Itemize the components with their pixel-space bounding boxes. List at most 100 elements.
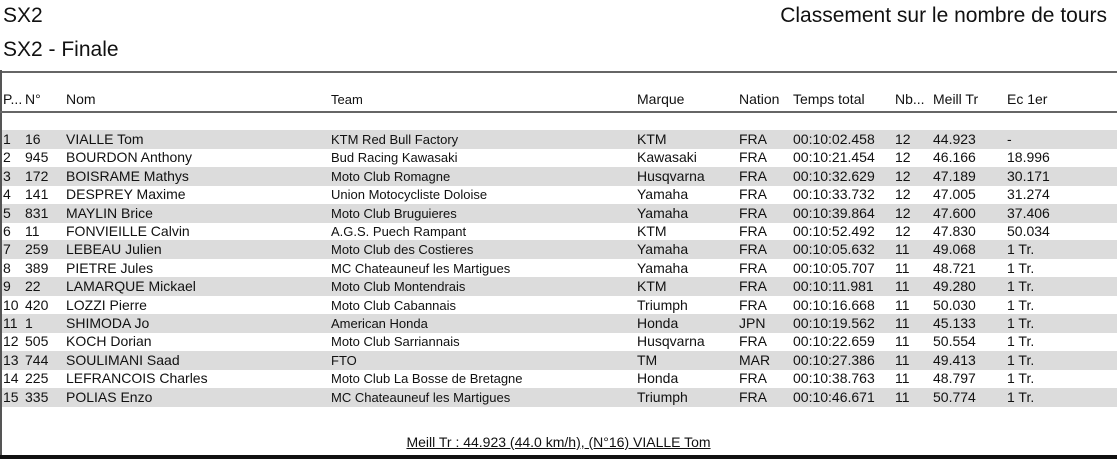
cell-gap-first: 1 Tr. xyxy=(1007,351,1035,368)
table-row: 4 141 DESPREY Maxime Union Motocycliste Dol… xyxy=(2,185,1117,204)
event-title: SX2 - Finale xyxy=(3,38,119,61)
cell-nation: FRA xyxy=(739,167,767,184)
cell-gap-first: 30.171 xyxy=(1007,167,1050,184)
cell-total-time: 00:10:32.629 xyxy=(793,167,875,184)
cell-number: 1 xyxy=(25,315,33,331)
cell-nation: FRA xyxy=(739,333,767,350)
cell-name: BOISRAME Mathys xyxy=(66,167,189,184)
cell-best-lap: 50.554 xyxy=(933,333,976,350)
cell-laps: 11 xyxy=(895,351,910,368)
cell-total-time: 00:10:02.458 xyxy=(793,131,875,147)
cell-position: 2 xyxy=(3,149,11,166)
column-header-name: Nom xyxy=(66,91,96,107)
cell-name: SOULIMANI Saad xyxy=(66,351,180,368)
cell-best-lap: 50.030 xyxy=(933,296,976,313)
table-row: 10 420 LOZZI Pierre Moto Club Cabannais Triu… xyxy=(2,296,1117,315)
cell-nation: FRA xyxy=(739,370,767,387)
cell-name: POLIAS Enzo xyxy=(66,388,153,405)
cell-brand: Honda xyxy=(637,315,679,331)
cell-laps: 11 xyxy=(895,241,910,258)
cell-laps: 11 xyxy=(895,278,910,295)
cell-laps: 11 xyxy=(895,315,910,331)
cell-total-time: 00:10:33.732 xyxy=(793,186,875,203)
cell-total-time: 00:10:19.562 xyxy=(793,315,875,331)
cell-nation: FRA xyxy=(739,388,767,405)
cell-name: DESPREY Maxime xyxy=(66,186,186,203)
cell-number: 420 xyxy=(25,296,49,313)
cell-position: 10 xyxy=(3,296,19,313)
cell-team: A.G.S. Puech Rampant xyxy=(331,224,467,239)
table-row: 2 945 BOURDON Anthony Bud Racing Kawasaki Ka… xyxy=(2,148,1117,167)
ranking-type: Classement sur le nombre de tours xyxy=(780,4,1107,27)
cell-laps: 11 xyxy=(895,388,910,405)
cell-total-time: 00:10:46.671 xyxy=(793,388,875,405)
cell-best-lap: 46.166 xyxy=(933,149,976,166)
cell-nation: FRA xyxy=(739,259,767,276)
column-header-nation: Nation xyxy=(739,91,780,107)
cell-number: 172 xyxy=(25,167,49,184)
cell-position: 1 xyxy=(3,131,11,147)
cell-gap-first: 1 Tr. xyxy=(1007,388,1035,405)
cell-brand: Husqvarna xyxy=(637,333,705,350)
cell-gap-first: 1 Tr. xyxy=(1007,296,1035,313)
column-header-gap-first: Ec 1er xyxy=(1007,91,1048,107)
cell-gap-first: 1 Tr. xyxy=(1007,333,1035,350)
column-header-position: P... xyxy=(3,91,23,107)
cell-nation: FRA xyxy=(739,223,767,239)
cell-position: 7 xyxy=(3,241,11,258)
cell-position: 4 xyxy=(3,186,11,203)
cell-gap-first: 1 Tr. xyxy=(1007,241,1035,258)
table-row: 13 744 SOULIMANI Saad FTO TM MAR 00:10:27.386 1… xyxy=(2,350,1117,370)
cell-position: 6 xyxy=(3,223,11,239)
table-row: 8 389 PIETRE Jules MC Chateauneuf les Marti… xyxy=(2,259,1117,278)
cell-team: Moto Club La Bosse de Bretagne xyxy=(331,371,523,387)
cell-number: 505 xyxy=(25,333,49,350)
cell-team: American Honda xyxy=(331,316,428,331)
cell-name: LEBEAU Julien xyxy=(66,241,162,258)
cell-team: MC Chateauneuf les Martigues xyxy=(331,260,511,276)
cell-brand: Honda xyxy=(637,370,679,387)
cell-best-lap: 47.600 xyxy=(933,204,976,221)
cell-nation: FRA xyxy=(739,186,767,203)
cell-laps: 12 xyxy=(895,149,911,166)
cell-position: 11 xyxy=(3,315,18,331)
cell-team: Moto Club Montendrais xyxy=(331,279,466,295)
cell-team: FTO xyxy=(331,352,357,368)
cell-total-time: 00:10:16.668 xyxy=(793,296,875,313)
cell-number: 335 xyxy=(25,388,49,405)
cell-team: MC Chateauneuf les Martigues xyxy=(331,389,511,405)
cell-team: Union Motocycliste Doloise xyxy=(331,187,488,203)
cell-position: 13 xyxy=(3,351,19,368)
category-title: SX2 xyxy=(3,4,43,27)
cell-name: VIALLE Tom xyxy=(66,131,144,147)
cell-total-time: 00:10:05.632 xyxy=(793,241,875,258)
cell-best-lap: 49.280 xyxy=(933,278,976,295)
cell-name: LEFRANCOIS Charles xyxy=(66,370,208,387)
cell-best-lap: 47.830 xyxy=(933,223,976,239)
table-row: 3 172 BOISRAME Mathys Moto Club Romagne Husq… xyxy=(2,166,1117,186)
cell-position: 8 xyxy=(3,259,11,276)
cell-best-lap: 47.189 xyxy=(933,167,976,184)
column-header-team: Team xyxy=(331,92,363,107)
table-row: 1 16 VIALLE Tom KTM Red Bull Factory KTM FRA 0… xyxy=(2,130,1117,149)
cell-name: LOZZI Pierre xyxy=(66,296,147,313)
cell-gap-first: 1 Tr. xyxy=(1007,370,1035,387)
cell-brand: KTM xyxy=(637,131,667,147)
cell-laps: 11 xyxy=(895,296,910,313)
cell-brand: TM xyxy=(637,351,658,368)
cell-number: 744 xyxy=(25,351,49,368)
divider-header xyxy=(0,111,1117,113)
column-header-brand: Marque xyxy=(637,91,685,107)
cell-best-lap: 48.721 xyxy=(933,259,976,276)
cell-number: 389 xyxy=(25,259,49,276)
cell-number: 22 xyxy=(25,278,41,295)
table-header: P... N° Nom Team Marque Nation Temps total Nb..… xyxy=(2,90,1117,109)
cell-team: Bud Racing Kawasaki xyxy=(331,150,458,166)
left-border xyxy=(0,70,2,459)
cell-brand: Yamaha xyxy=(637,259,689,276)
cell-laps: 12 xyxy=(895,167,911,184)
cell-best-lap: 49.413 xyxy=(933,351,976,368)
cell-total-time: 00:10:21.454 xyxy=(793,149,875,166)
cell-nation: MAR xyxy=(739,351,771,368)
